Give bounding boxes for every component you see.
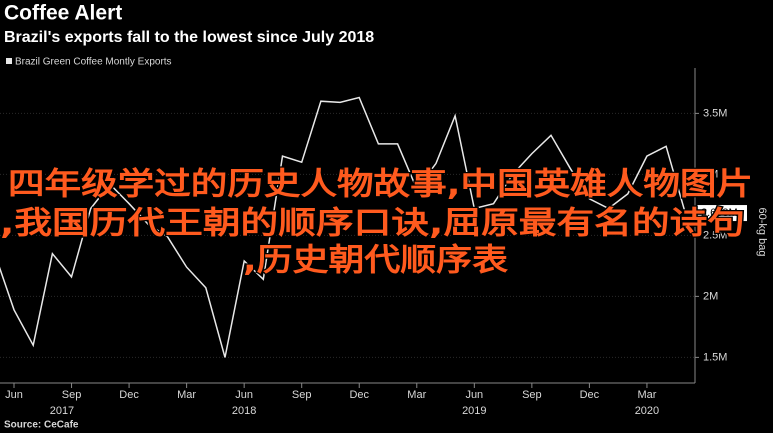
legend-swatch [6,58,12,64]
legend-label: Brazil Green Coffee Montly Exports [15,57,172,68]
x-year-label: 2020 [635,405,659,417]
value-label-box [697,205,747,222]
overlay-text: ,历史朝代顺序表 [243,243,508,279]
overlay-text: ,我国历代王朝的顺序口诀,屈原最有名的诗句 [0,206,745,242]
x-tick-label: Dec [349,389,369,401]
x-tick-label: Sep [292,389,312,401]
x-tick-label: Mar [637,389,656,401]
x-year-label: 2017 [50,405,74,417]
x-tick-label: Sep [62,389,82,401]
x-tick-label: Jun [235,389,253,401]
overlay-text: 四年级学过的历史人物故事,中国英雄人物图片 [8,167,753,203]
y-tick-label: 3.5M [703,107,727,119]
x-tick-label: Mar [407,389,426,401]
x-tick-label: Jun [465,389,483,401]
value-label: 2.683M [701,207,738,219]
x-tick-label: Dec [580,389,600,401]
x-tick-label: Dec [119,389,139,401]
y-tick-label: 2M [703,290,718,302]
y-tick-label: 3M [703,168,718,180]
y-tick-label: 1.5M [703,351,727,363]
chart-subtitle: Brazil's exports fall to the lowest sinc… [4,29,374,46]
x-year-label: 2018 [232,405,256,417]
x-tick-label: Mar [177,389,196,401]
x-tick-label: Sep [522,389,542,401]
x-tick-label: Jun [5,389,23,401]
x-year-label: 2019 [462,405,486,417]
y-axis-title: 60-kg bag [756,208,768,257]
line [0,96,687,358]
y-tick-label: 2.5M [703,229,727,241]
chart-title: Coffee Alert [4,2,122,25]
source: Source: CeCafe [4,420,79,431]
